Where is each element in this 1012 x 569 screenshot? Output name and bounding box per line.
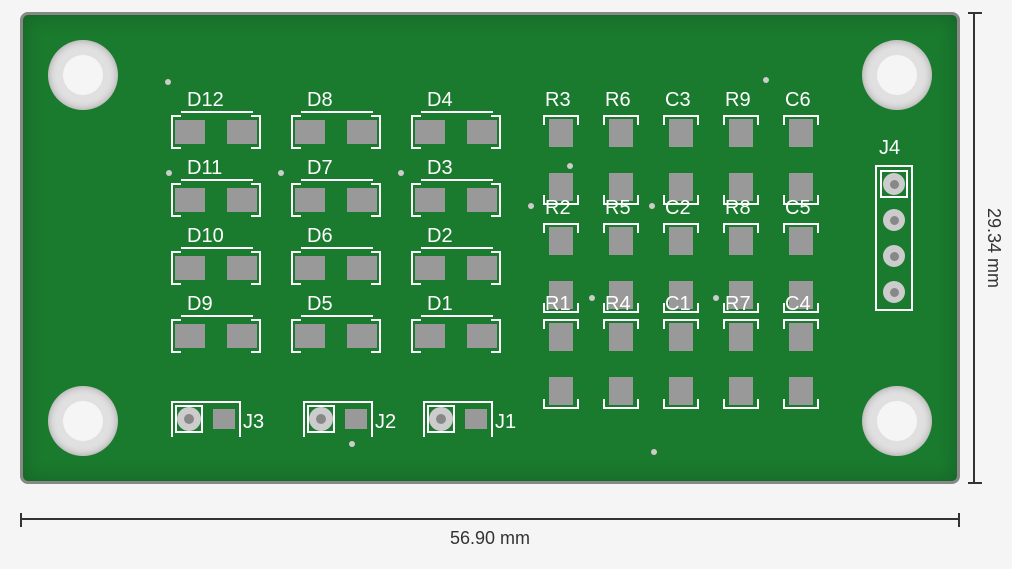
diode-d9 (171, 319, 261, 353)
connector-j3 (171, 401, 241, 437)
via (278, 170, 284, 176)
diode-d3 (411, 183, 501, 217)
via (528, 203, 534, 209)
via (651, 449, 657, 455)
connector-j4 (875, 165, 913, 311)
via (713, 295, 719, 301)
label-r1: R1 (545, 293, 571, 316)
label-j2: J2 (375, 411, 396, 434)
diode-d1 (411, 319, 501, 353)
via (165, 79, 171, 85)
component-r6 (603, 115, 639, 205)
label-c5: C5 (785, 197, 811, 220)
via (567, 163, 573, 169)
via (763, 77, 769, 83)
mounting-hole-top-right (862, 40, 932, 110)
label-d7: D7 (307, 157, 333, 180)
label-c6: C6 (785, 89, 811, 112)
component-c6 (783, 115, 819, 205)
label-r3: R3 (545, 89, 571, 112)
label-r8: R8 (725, 197, 751, 220)
component-c4 (783, 319, 819, 409)
diode-d2 (411, 251, 501, 285)
label-d9: D9 (187, 293, 213, 316)
label-c4: C4 (785, 293, 811, 316)
via (649, 203, 655, 209)
via (349, 441, 355, 447)
via (589, 295, 595, 301)
pcb-board: D12 D8 D4 D11 D7 D3 D10 D6 D2 D9 D5 D1 R3 R6 C3 R9 C6 R2 R… (20, 12, 960, 484)
component-r4 (603, 319, 639, 409)
label-d11: D11 (187, 157, 222, 180)
diode-d11 (171, 183, 261, 217)
mounting-hole-bottom-left (48, 386, 118, 456)
label-d6: D6 (307, 225, 333, 248)
component-c3 (663, 115, 699, 205)
label-c3: C3 (665, 89, 691, 112)
via (398, 170, 404, 176)
label-d5: D5 (307, 293, 333, 316)
via (166, 170, 172, 176)
diode-d6 (291, 251, 381, 285)
diode-d8 (291, 115, 381, 149)
label-d3: D3 (427, 157, 453, 180)
label-d12: D12 (187, 89, 224, 112)
label-r6: R6 (605, 89, 631, 112)
diode-d7 (291, 183, 381, 217)
mounting-hole-bottom-right (862, 386, 932, 456)
label-r5: R5 (605, 197, 631, 220)
component-r7 (723, 319, 759, 409)
mounting-hole-top-left (48, 40, 118, 110)
component-r3 (543, 115, 579, 205)
label-d8: D8 (307, 89, 333, 112)
label-c1: C1 (665, 293, 691, 316)
diode-d12 (171, 115, 261, 149)
dimension-height-label: 29.34 mm (983, 208, 1004, 288)
label-d10: D10 (187, 225, 224, 248)
component-r1 (543, 319, 579, 409)
connector-j1 (423, 401, 493, 437)
label-d1: D1 (427, 293, 453, 316)
label-r9: R9 (725, 89, 751, 112)
label-j1: J1 (495, 411, 516, 434)
label-j3: J3 (243, 411, 264, 434)
component-c1 (663, 319, 699, 409)
component-r9 (723, 115, 759, 205)
label-r7: R7 (725, 293, 751, 316)
pcb-container: D12 D8 D4 D11 D7 D3 D10 D6 D2 D9 D5 D1 R3 R6 C3 R9 C6 R2 R… (20, 12, 960, 484)
diode-d5 (291, 319, 381, 353)
label-d2: D2 (427, 225, 453, 248)
dimension-vertical: 29.34 mm (973, 12, 1004, 484)
dimension-width-label: 56.90 mm (20, 528, 960, 549)
label-c2: C2 (665, 197, 691, 220)
label-j4: J4 (879, 137, 900, 160)
label-r2: R2 (545, 197, 571, 220)
connector-j2 (303, 401, 373, 437)
dimension-horizontal: 56.90 mm (20, 518, 960, 549)
diode-d10 (171, 251, 261, 285)
diode-d4 (411, 115, 501, 149)
label-d4: D4 (427, 89, 453, 112)
label-r4: R4 (605, 293, 631, 316)
